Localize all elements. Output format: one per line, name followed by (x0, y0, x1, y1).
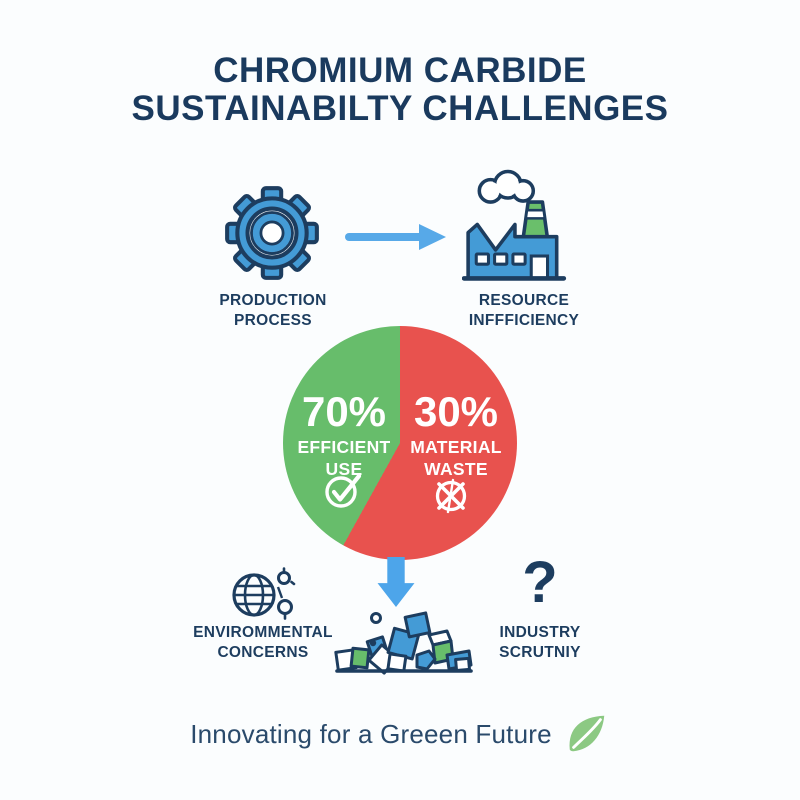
efficient-label-line2: USE (325, 459, 363, 479)
question-mark: ? (522, 550, 558, 615)
resource-label-line1: RESOURCE (478, 292, 570, 309)
resource-inefficiency-label: RESOURCE INFFFICIENCY (424, 291, 624, 330)
industry-label-line2: SCRUTNIY (499, 643, 581, 661)
arrow-right-icon (345, 224, 446, 250)
footer-text: Innovating for a Greeen Future (190, 718, 552, 749)
no-symbol-icon (435, 478, 467, 514)
production-label-line2: PROCESS (234, 311, 312, 329)
environmental-label-line1: ENVIROMMENTAL (193, 624, 333, 641)
pie-chart: 70% EFFICIENT USE 30% MATERIAL WASTE (283, 326, 517, 560)
leaf-icon (569, 715, 605, 752)
environmental-concerns-label: ENVIROMMENTAL CONCERNS (163, 623, 363, 662)
waste-pile-icon (334, 611, 473, 675)
waste-label-line2: WASTE (424, 459, 488, 479)
gear-icon (225, 186, 319, 280)
production-process-label: PRODUCTION PROCESS (173, 291, 373, 330)
title-line-2: SUSTAINABILTY CHALLENGES (131, 89, 669, 128)
waste-label-line1: MATERIAL (410, 437, 502, 457)
globe-icon (232, 567, 296, 620)
footer-tagline: Innovating for a Greeen Future (0, 710, 800, 758)
resource-label-line2: INFFFICIENCY (468, 311, 580, 329)
factory-icon (462, 169, 567, 281)
efficient-slice-label: 70% EFFICIENT USE (285, 388, 403, 480)
check-circle-icon (325, 473, 362, 508)
title-line-1: CHROMIUM CARBIDE (213, 51, 587, 90)
efficient-percentage: 70% (301, 388, 387, 435)
production-label-line1: PRODUCTION (219, 292, 327, 309)
arrow-down-icon (377, 557, 415, 607)
efficient-label-line1: EFFICIENT (297, 437, 391, 457)
industry-label-line1: INDUSTRY (499, 624, 581, 641)
page-title: CHROMIUM CARBIDE SUSTAINABILTY CHALLENGE… (0, 52, 800, 128)
industry-scrutiny-label: INDUSTRY SCRUTNIY (440, 623, 640, 662)
environmental-label-line2: CONCERNS (217, 643, 309, 661)
waste-slice-label: 30% MATERIAL WASTE (395, 388, 517, 480)
waste-percentage: 30% (413, 388, 499, 435)
